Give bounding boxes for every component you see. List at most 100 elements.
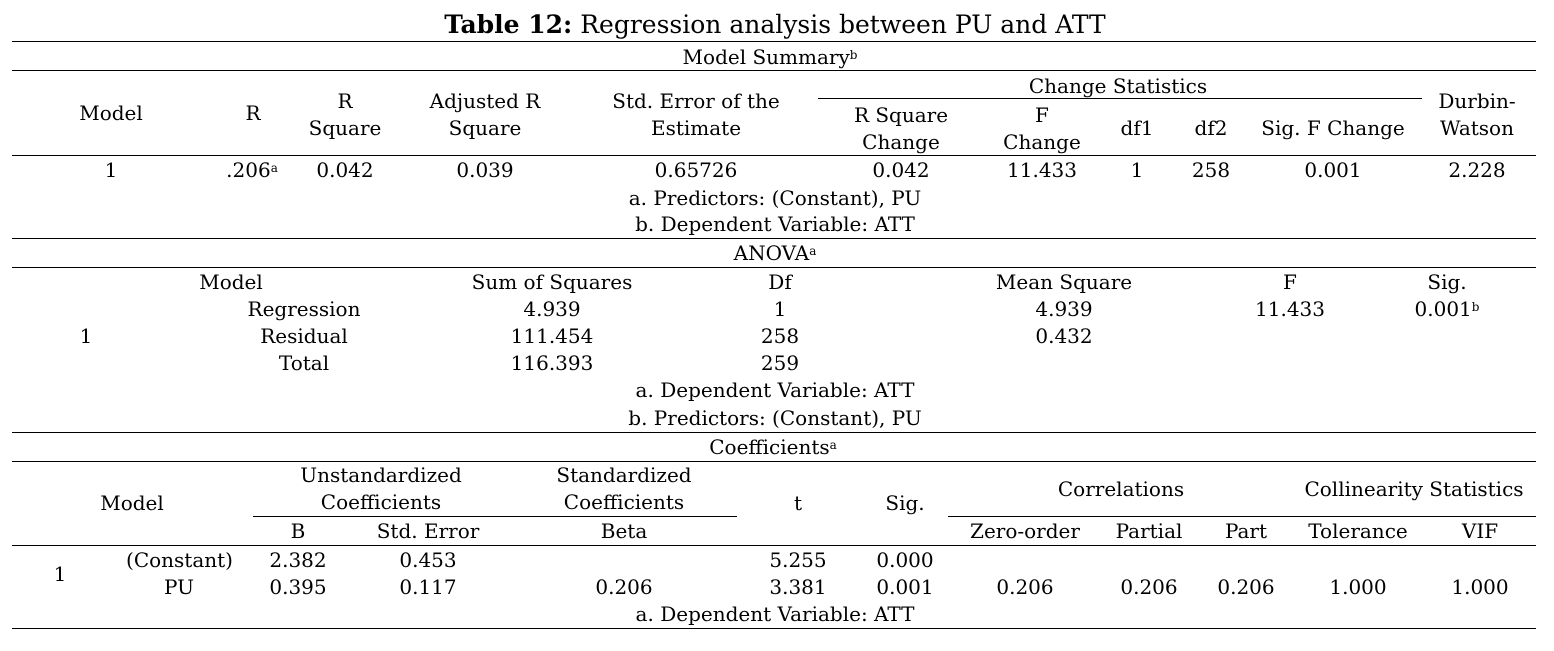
ms-cell-r-square-change: 0.042 <box>872 158 930 182</box>
anova-cell-sig-value: 0.001 <box>1414 297 1472 321</box>
rule-ms-header <box>12 70 1536 71</box>
ms-header-r-square-2: Square <box>308 116 382 140</box>
anova-header-ss: Sum of Squares <box>471 270 633 294</box>
coef-heading-sup: a <box>829 438 837 452</box>
ms-header-rsc-1: R Square <box>853 103 949 127</box>
anova-model-number: 1 <box>79 324 93 348</box>
change-statistics-header: Change Statistics <box>1028 74 1208 98</box>
coef-header-zero-order: Zero-order <box>970 519 1080 543</box>
coef-cell-sig: 0.001 <box>876 575 934 599</box>
coef-cell-t: 3.381 <box>769 575 827 599</box>
coef-cell-beta: 0.206 <box>595 575 653 599</box>
ms-note-a: a. Predictors: (Constant), PU <box>628 186 922 210</box>
table-title: Table 12: Regression analysis between PU… <box>444 10 1105 40</box>
coef-row-label: (Constant) <box>126 548 233 572</box>
coef-heading: Coefficientsa <box>709 435 837 459</box>
anova-row-label: Residual <box>260 324 348 348</box>
anova-cell-ss: 116.393 <box>510 351 594 375</box>
anova-note-b: b. Predictors: (Constant), PU <box>628 406 922 430</box>
anova-cell-ms: 4.939 <box>1035 297 1093 321</box>
anova-header-f: F <box>1283 270 1297 294</box>
ms-header-df1: df1 <box>1120 116 1154 140</box>
ms-cell-std-error: 0.65726 <box>654 158 738 182</box>
coef-header-collinearity: Collinearity Statistics <box>1304 477 1524 501</box>
coef-cell-b: 2.382 <box>269 548 327 572</box>
anova-heading-text: ANOVA <box>733 241 810 265</box>
ms-cell-r-value: .206 <box>226 158 271 182</box>
ms-cell-r-sup: a <box>270 161 278 175</box>
anova-cell-ss: 4.939 <box>523 297 581 321</box>
ms-header-model: Model <box>79 101 143 125</box>
coef-header-unstd-2: Coefficients <box>320 490 442 514</box>
table-number: Table 12: <box>444 10 573 39</box>
coef-header-std-1: Standardized <box>556 463 692 487</box>
rule-coef-body <box>12 545 1536 546</box>
coef-header-beta: Beta <box>600 519 648 543</box>
rule-coef-subheader-right <box>948 516 1536 517</box>
ms-cell-durbin-watson: 2.228 <box>1448 158 1506 182</box>
ms-header-r-square-1: R <box>337 89 353 113</box>
anova-header-model: Model <box>199 270 263 294</box>
anova-cell-ms: 0.432 <box>1035 324 1093 348</box>
anova-header-df: Df <box>768 270 792 294</box>
rule-coef-top <box>12 432 1536 433</box>
ms-header-df2: df2 <box>1194 116 1228 140</box>
ms-header-fc-2: Change <box>1003 130 1081 154</box>
coef-header-part: Part <box>1224 519 1268 543</box>
anova-cell-df: 1 <box>773 297 787 321</box>
ms-cell-adj-r-square: 0.039 <box>456 158 514 182</box>
ms-header-sterr-2: Estimate <box>650 116 742 140</box>
ms-header-adj-2: Square <box>448 116 522 140</box>
ms-header-dw-1: Durbin- <box>1438 89 1516 113</box>
table-caption: Regression analysis between PU and ATT <box>572 10 1106 39</box>
coef-cell-zero-order: 0.206 <box>996 575 1054 599</box>
coef-header-unstd-1: Unstandardized <box>300 463 462 487</box>
ms-note-b: b. Dependent Variable: ATT <box>635 212 915 236</box>
ms-header-adj-1: Adjusted R <box>429 89 541 113</box>
coef-cell-partial: 0.206 <box>1120 575 1178 599</box>
coef-header-std-2: Coefficients <box>563 490 685 514</box>
anova-cell-sig: 0.001b <box>1415 297 1480 321</box>
coef-header-t: t <box>793 491 803 515</box>
model-summary-heading-sup: b <box>849 48 858 62</box>
coef-header-b: B <box>290 519 306 543</box>
coef-header-correlations: Correlations <box>1057 477 1185 501</box>
ms-header-dw-2: Watson <box>1440 116 1514 140</box>
coef-cell-b: 0.395 <box>269 575 327 599</box>
coef-header-model: Model <box>100 491 164 515</box>
anova-cell-ss: 111.454 <box>510 324 594 348</box>
anova-note-a: a. Dependent Variable: ATT <box>635 378 915 402</box>
coef-cell-std-error: 0.117 <box>399 575 457 599</box>
coef-cell-sig: 0.000 <box>876 548 934 572</box>
coef-header-tolerance: Tolerance <box>1308 519 1408 543</box>
anova-cell-df: 259 <box>760 351 800 375</box>
ms-header-fc-1: F <box>1035 103 1049 127</box>
coef-note-a: a. Dependent Variable: ATT <box>635 602 915 626</box>
ms-cell-df2: 258 <box>1191 158 1231 182</box>
coef-header-sig: Sig. <box>885 491 925 515</box>
anova-cell-f: 11.433 <box>1255 297 1325 321</box>
anova-heading-sup: a <box>809 244 817 258</box>
ms-cell-r: .206a <box>226 158 278 182</box>
anova-heading: ANOVAa <box>734 241 817 265</box>
anova-row-label: Regression <box>247 297 361 321</box>
rule-ms-body <box>12 155 1536 156</box>
rule-anova-header <box>12 267 1536 268</box>
coef-row-label: PU <box>164 575 194 599</box>
ms-header-rsc-2: Change <box>862 130 940 154</box>
ms-cell-df1: 1 <box>1130 158 1144 182</box>
ms-cell-sig-f-change: 0.001 <box>1304 158 1362 182</box>
ms-cell-f-change: 11.433 <box>1007 158 1077 182</box>
rule-coef-subheader-left <box>253 516 737 517</box>
ms-header-sterr-1: Std. Error of the <box>612 89 780 113</box>
ms-cell-r-square: 0.042 <box>316 158 374 182</box>
coef-cell-std-error: 0.453 <box>399 548 457 572</box>
rule-coef-header <box>12 461 1536 462</box>
coef-cell-t: 5.255 <box>769 548 827 572</box>
ms-cell-model: 1 <box>104 158 118 182</box>
rule-change-statistics <box>818 98 1422 99</box>
anova-row-label: Total <box>278 351 330 375</box>
anova-cell-df: 258 <box>760 324 800 348</box>
coef-heading-text: Coefficients <box>709 435 830 459</box>
